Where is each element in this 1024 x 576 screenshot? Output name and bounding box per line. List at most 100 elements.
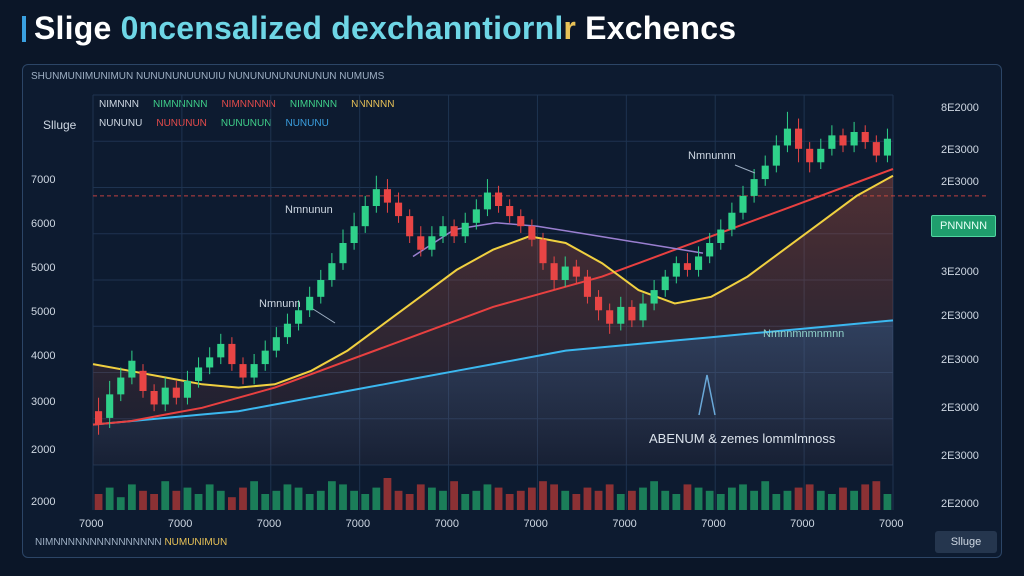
- candle-body: [495, 192, 503, 206]
- candle-body: [717, 229, 725, 243]
- legend-item-1: NIMNNNNN: [153, 99, 208, 110]
- volume-bar: [639, 487, 647, 510]
- candle-body: [595, 296, 603, 311]
- candle-body: [228, 343, 236, 365]
- volume-bar: [172, 490, 181, 510]
- volume-bar: [516, 490, 525, 510]
- volume-bar: [594, 490, 603, 510]
- candle-body: [283, 323, 291, 338]
- page-title: Slige 0ncensalized dexchanntiornlr Exche…: [22, 10, 736, 47]
- bottom-left-label: NIMNNNNNNNNNNNNNNN NUMUNIMUN: [35, 537, 227, 548]
- candle-body: [406, 216, 414, 237]
- candle-body: [783, 128, 791, 146]
- y-tick-right: 8E2000: [941, 102, 979, 114]
- volume-bar: [239, 487, 247, 510]
- volume-bar: [839, 487, 847, 510]
- candle-body: [761, 165, 769, 180]
- legend2-item-0: NUNUNU: [99, 118, 143, 129]
- volume-bar: [550, 484, 558, 510]
- volume-bar: [228, 497, 236, 510]
- volume-bar: [405, 494, 414, 510]
- volume-bar: [416, 484, 425, 510]
- candle-body: [106, 394, 114, 418]
- y-tick-left: 4000: [31, 350, 55, 362]
- candle-body: [606, 310, 614, 324]
- candle-body: [506, 206, 514, 217]
- annotation-a5: ABENUM & zemes lommlmnoss: [649, 431, 836, 446]
- panel-header: SHUNMUNIMUNIMUN NUNUNUNUUNUIU NUNUNUNUNU…: [31, 71, 385, 82]
- candle-body: [628, 306, 636, 321]
- candle-body: [439, 226, 447, 237]
- candlesticks: [95, 111, 891, 435]
- up-arrow-icon: [698, 374, 716, 416]
- volume-bar: [761, 481, 770, 510]
- volume-bar: [528, 487, 536, 510]
- volume-bar: [650, 481, 658, 510]
- candle-body: [472, 209, 480, 223]
- volume-bar: [794, 487, 803, 510]
- candle-body: [372, 189, 380, 206]
- volume-bar: [294, 487, 303, 510]
- y-tick-left: 5000: [31, 262, 55, 274]
- volume-bar: [683, 484, 692, 510]
- volume-bar: [305, 494, 314, 510]
- candle-body: [217, 343, 225, 358]
- candle-body: [617, 306, 625, 324]
- chart-panel: SHUNMUNIMUNIMUN NUNUNUNUUNUIU NUNUNUNUNU…: [22, 64, 1002, 558]
- candle-body: [295, 310, 303, 324]
- volume-bar: [361, 494, 370, 510]
- annotation-leader: [312, 308, 336, 324]
- volume-bar: [728, 487, 736, 510]
- candle-body: [806, 148, 814, 163]
- candle-body: [695, 256, 703, 270]
- volume-bar: [272, 490, 281, 510]
- y-axis-right: 8E2000 2E3000 2E3000 3E2000 2E3000 2E3000 2E30…: [941, 102, 979, 510]
- candle-body: [139, 370, 147, 391]
- volume-bar: [183, 487, 192, 510]
- legend-item-0: NIMNNN: [99, 99, 139, 110]
- candle-body: [150, 391, 158, 405]
- candle-body: [428, 236, 436, 250]
- y-axis-left: 7000 6000 5000 5000 4000 3000 2000 2000: [31, 174, 55, 508]
- candle-body: [206, 357, 214, 368]
- moving-average-lines: [92, 168, 894, 426]
- volume-bar: [783, 490, 792, 510]
- y-tick-left: 5000: [31, 306, 55, 318]
- volume-bar: [883, 494, 892, 510]
- volume-bar: [716, 494, 725, 510]
- candle-body: [572, 266, 580, 277]
- y-tick-right: 2E3000: [941, 176, 979, 188]
- x-tick: 7000: [257, 518, 281, 530]
- legend-row-1: NIMNNN NIMNNNNN NIMNNNNN NIMNNNN NNNNNN: [99, 99, 408, 110]
- volume-bar: [261, 494, 270, 510]
- symbol-button[interactable]: Slluge: [935, 531, 997, 553]
- candle-body: [361, 206, 369, 227]
- candle-body: [272, 337, 280, 351]
- volume-bar: [350, 490, 358, 510]
- y-tick-left: 2000: [31, 496, 55, 508]
- candle-body: [750, 179, 758, 196]
- candle-body: [350, 226, 358, 243]
- purple-ma-line: [412, 222, 704, 258]
- volume-bar: [472, 490, 481, 510]
- candle-body: [772, 145, 780, 166]
- candle-body: [117, 377, 125, 395]
- candle-body: [483, 192, 491, 210]
- candle-body: [395, 202, 403, 217]
- candle-body: [195, 367, 203, 381]
- candle-body: [528, 226, 536, 240]
- legend2-item-2: NUNUNUN: [220, 118, 272, 129]
- candle-body: [461, 222, 469, 237]
- title-part-4: Exchencs: [585, 10, 737, 46]
- volume-bar: [605, 484, 614, 510]
- legend-item-3: NIMNNNN: [289, 99, 338, 110]
- symbol-label: Slluge: [43, 118, 77, 132]
- volume-bar: [328, 481, 336, 510]
- volume-bar: [450, 481, 458, 510]
- y-tick-right: 2E3000: [941, 402, 979, 414]
- candle-body: [739, 195, 747, 213]
- volume-bars: [94, 478, 892, 510]
- x-tick: 7000: [523, 518, 547, 530]
- price-chart[interactable]: 7000 6000 5000 5000 4000 3000 2000 2000 8E2000 2…: [23, 65, 1001, 557]
- volume-bar: [116, 497, 125, 510]
